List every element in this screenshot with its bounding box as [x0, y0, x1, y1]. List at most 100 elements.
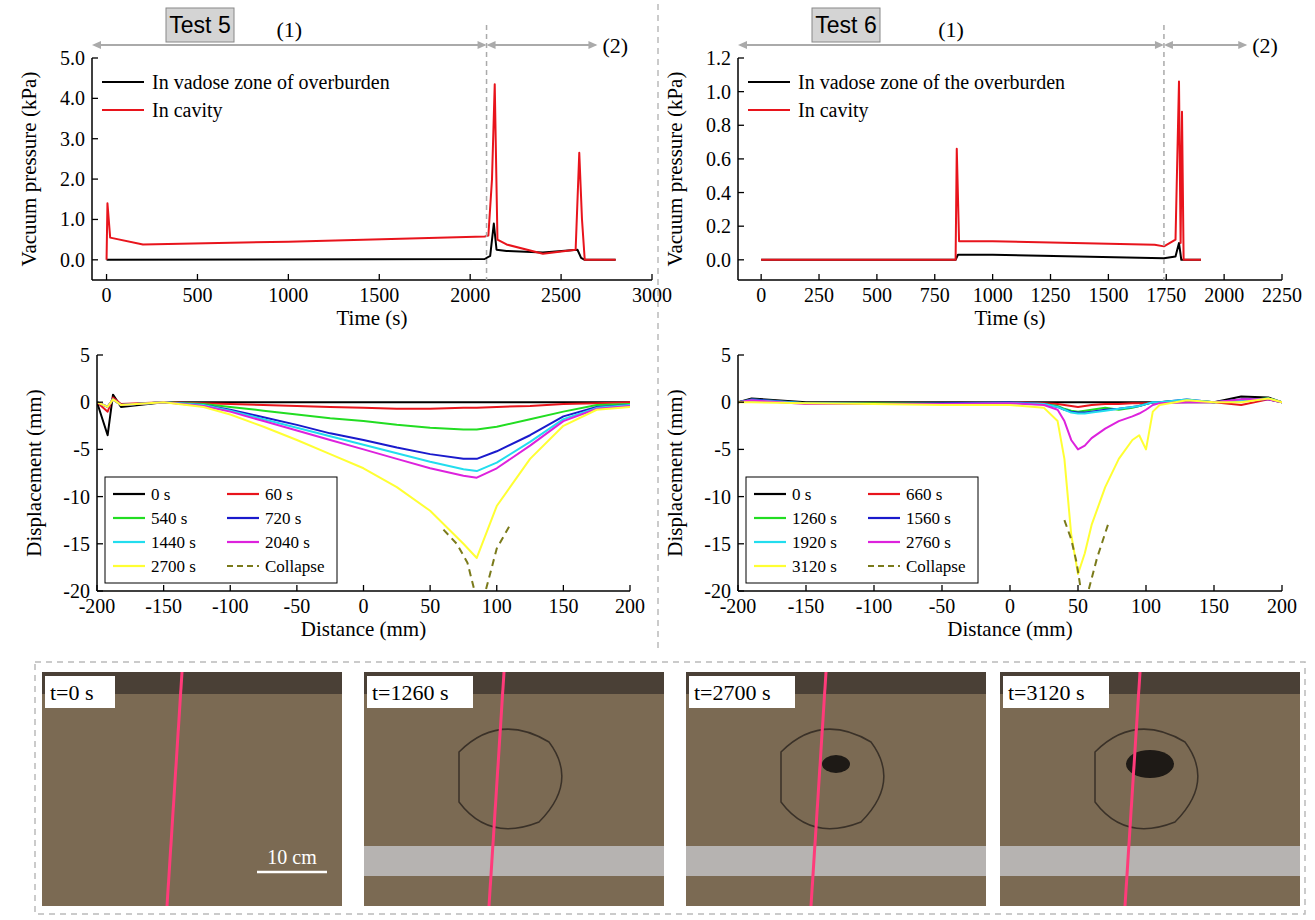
x-tick-label: -150: [145, 595, 182, 617]
phase-label: (2): [602, 33, 628, 58]
legend-box: [746, 477, 978, 583]
y-tick: [97, 354, 103, 355]
x-axis-title: Distance (mm): [301, 617, 426, 641]
legend-swatch: [227, 517, 259, 519]
x-tick-label: 100: [482, 595, 512, 617]
legend-swatch: [113, 493, 145, 495]
y-tick-label: 0.6: [706, 148, 731, 170]
x-tick: [651, 274, 652, 280]
phase-arrow: [489, 44, 596, 46]
phase-annotation: (1): [92, 17, 487, 280]
y-tick: [738, 449, 744, 450]
x-tick: [1145, 585, 1146, 591]
y-tick-label: 0.8: [706, 114, 731, 136]
photo-label: t=3120 s: [1008, 680, 1085, 705]
photo-laser: [1125, 672, 1140, 906]
y-tick: [738, 125, 744, 126]
legend-swatch: [868, 541, 900, 543]
y-tick: [738, 354, 744, 355]
y-axis-title: Displacement (mm): [663, 389, 687, 556]
background: [0, 0, 1315, 920]
y-tick-label: 2.0: [60, 168, 85, 190]
legend-label: In vadose zone of overburden: [152, 71, 390, 93]
x-tick-label: 1750: [1146, 284, 1186, 306]
x-tick-label: -100: [212, 595, 249, 617]
y-tick-label: 0.4: [706, 182, 731, 204]
photo-label-box: [45, 676, 115, 708]
series-line: [107, 223, 616, 259]
x-tick: [1108, 274, 1109, 280]
legend-label: 0 s: [792, 485, 811, 504]
legend-label: In vadose zone of the overburden: [798, 71, 1065, 93]
y-tick: [738, 402, 744, 403]
legend-swatch: [113, 517, 145, 519]
photo-label: t=0 s: [50, 680, 94, 705]
legend-swatch: [754, 493, 786, 495]
y-tick-label: -10: [704, 486, 731, 508]
arrow-head: [92, 41, 101, 49]
x-tick: [163, 585, 164, 591]
photo-panel: t=0 s10 cmt=1260 st=2700 st=3120 s: [35, 662, 1305, 914]
x-tick-label: -100: [856, 595, 893, 617]
y-tick: [97, 402, 103, 403]
legend-swatch: [754, 565, 786, 567]
phase-annotation: (2): [1164, 33, 1278, 58]
x-tick: [379, 274, 380, 280]
scale-bar: [257, 871, 327, 874]
x-tick-label: 1000: [268, 284, 308, 306]
x-tick-label: 250: [804, 284, 834, 306]
x-tick-label: 750: [920, 284, 950, 306]
legend-label: 660 s: [906, 485, 942, 504]
x-tick: [760, 274, 761, 280]
legend-label: Collapse: [265, 557, 325, 576]
figure: 0500100015002000250030000.01.02.03.04.05…: [0, 0, 1315, 920]
series-line: [761, 82, 1201, 260]
y-tick: [738, 496, 744, 497]
chart: 02505007501000125015001750200022500.00.2…: [663, 8, 1302, 330]
chart: -200-150-100-50050100150200-20-15-10-505…: [22, 344, 645, 641]
y-tick-label: 3.0: [60, 128, 85, 150]
y-tick-label: 0.0: [60, 249, 85, 271]
y-tick: [97, 496, 103, 497]
x-tick: [629, 585, 630, 591]
chart: 0500100015002000250030000.01.02.03.04.05…: [17, 8, 672, 330]
phase-arrow: [740, 44, 1162, 46]
y-tick-label: -15: [63, 533, 90, 555]
x-tick: [429, 585, 430, 591]
photo-ruler: [364, 846, 664, 876]
x-tick: [288, 274, 289, 280]
legend-label: 1560 s: [906, 509, 951, 528]
x-tick-label: 0: [1005, 595, 1015, 617]
y-tick-label: -15: [704, 533, 731, 555]
x-tick-label: 50: [420, 595, 440, 617]
series-group: [761, 82, 1201, 260]
x-tick: [1281, 274, 1282, 280]
x-tick: [992, 274, 993, 280]
y-tick: [738, 543, 744, 544]
y-tick: [92, 259, 98, 260]
photo-laser: [811, 672, 826, 906]
legend-swatch: [102, 109, 144, 111]
x-tick-label: -150: [788, 595, 825, 617]
y-tick-label: -5: [73, 438, 90, 460]
x-axis-title: Time (s): [337, 306, 408, 330]
x-tick: [470, 274, 471, 280]
x-axis: [92, 279, 652, 281]
x-tick: [560, 274, 561, 280]
legend-swatch: [227, 493, 259, 495]
y-tick: [97, 543, 103, 544]
legend-swatch: [748, 109, 790, 111]
x-tick: [934, 274, 935, 280]
x-tick-label: 50: [1068, 595, 1088, 617]
legend-label: 0 s: [151, 485, 170, 504]
x-tick-label: 0: [359, 595, 369, 617]
legend-swatch: [868, 565, 900, 567]
photo-crack: [459, 729, 562, 829]
y-tick-label: 5: [721, 344, 731, 366]
photo-frame-box: [35, 662, 1305, 914]
y-tick-label: -10: [63, 486, 90, 508]
x-tick: [1281, 585, 1282, 591]
y-tick-label: 5.0: [60, 47, 85, 69]
legend-swatch: [868, 517, 900, 519]
x-tick-label: 1500: [1088, 284, 1128, 306]
